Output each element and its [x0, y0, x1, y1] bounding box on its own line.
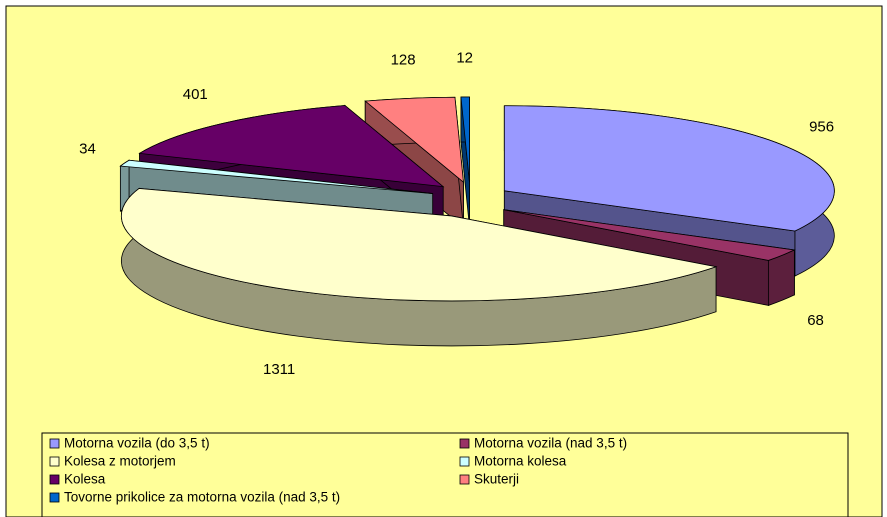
legend-label: Kolesa: [64, 472, 106, 487]
data-label: 12: [456, 50, 473, 67]
legend-label: Motorna vozila (do 3,5 t): [64, 436, 210, 451]
slice: [138, 105, 445, 188]
data-labels: 956 68 1311 34 401 128 12: [79, 50, 834, 378]
legend-swatch: [459, 474, 470, 485]
slice: [503, 105, 835, 232]
data-label: 401: [183, 86, 208, 103]
data-label: 34: [79, 140, 96, 157]
data-label: 956: [809, 119, 834, 136]
slice: [119, 159, 433, 194]
slice: [364, 96, 464, 184]
legend-label: Kolesa z motorjem: [64, 454, 176, 469]
legend-label: Skuterji: [474, 472, 519, 487]
slice: [460, 96, 470, 183]
legend-swatch: [459, 456, 470, 467]
legend-box: [41, 432, 849, 517]
legend-label: Motorna vozila (nad 3,5 t): [474, 436, 627, 451]
legend: Motorna vozila (do 3,5 t) Motorna vozila …: [49, 436, 627, 505]
legend-swatch: [459, 438, 470, 449]
legend-swatch: [49, 474, 60, 485]
data-label: 68: [807, 312, 824, 329]
data-label: 1311: [263, 361, 295, 378]
legend-swatch: [49, 438, 60, 449]
slice: [120, 188, 718, 302]
data-label: 128: [391, 52, 416, 69]
legend-label: Motorna kolesa: [474, 454, 567, 469]
pie-tops: [119, 96, 835, 302]
slice: [503, 209, 796, 261]
legend-label: Tovorne prikolice za motorna vozila (nad…: [64, 490, 340, 505]
legend-swatch: [49, 492, 60, 503]
legend-swatch: [49, 456, 60, 467]
